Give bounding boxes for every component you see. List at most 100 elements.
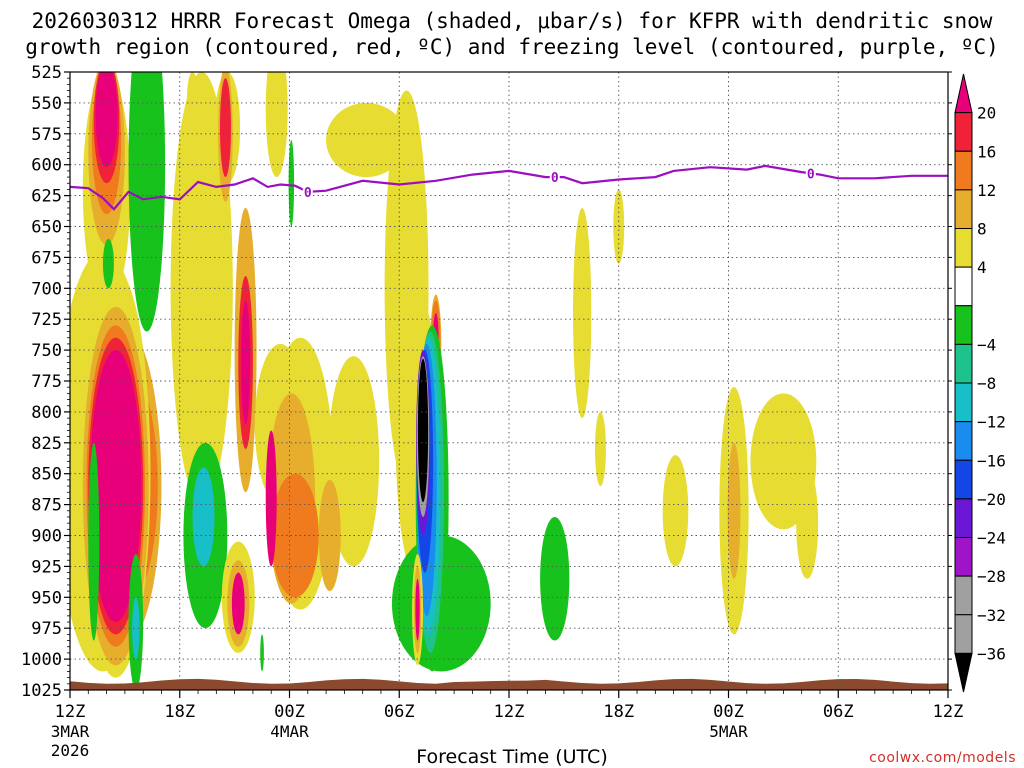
- y-tick-label: 750: [31, 341, 62, 361]
- y-tick-label: 875: [31, 496, 62, 516]
- omega-region-neg12: [132, 597, 140, 660]
- y-tick-label: 550: [31, 94, 62, 114]
- omega-region-neg4: [102, 238, 114, 289]
- y-tick-label: 650: [31, 218, 62, 238]
- colorbar-segment-neg12: [954, 382, 973, 423]
- y-tick-label: 625: [31, 187, 62, 207]
- omega-region-pos20: [265, 430, 277, 567]
- omega-region-neg4: [288, 139, 295, 227]
- chart-title-line-1: 2026030312 HRRR Forecast Omega (shaded, …: [31, 9, 993, 33]
- omega-region-pos4: [326, 102, 407, 178]
- colorbar-label: 12: [977, 181, 996, 200]
- x-tick-label: 12Z: [933, 702, 964, 722]
- y-tick-label: 1025: [21, 681, 62, 701]
- colorbar-segment-neutral: [954, 266, 973, 307]
- colorbar-label: −36: [977, 644, 1006, 663]
- y-tick-label: 725: [31, 310, 62, 330]
- freezing-level-line: [70, 164, 948, 211]
- colorbar-label: −24: [977, 529, 1006, 548]
- colorbar-segment-neg8: [954, 343, 973, 384]
- omega-region-neg4: [260, 634, 264, 672]
- omega-region-neg4: [128, 72, 166, 332]
- omega-region-pos4: [327, 356, 380, 567]
- x-tick-label: 12Z: [494, 702, 525, 722]
- x-tick-label: 06Z: [823, 702, 854, 722]
- freezing-level-label-bg: [549, 170, 560, 185]
- y-tick-label: 575: [31, 125, 62, 145]
- freezing-level-label: 0: [304, 186, 312, 201]
- y-tick-label: 975: [31, 619, 62, 639]
- omega-region-neg4: [540, 516, 570, 641]
- colorbar-segment-neg20: [954, 459, 973, 500]
- omega-region-pos12: [271, 473, 319, 598]
- colorbar-top-arrow: [954, 73, 973, 114]
- x-tick-label: 00Z: [274, 702, 305, 722]
- omega-region-pos4: [662, 455, 689, 567]
- x-tick-label: 06Z: [384, 702, 415, 722]
- colorbar-segment-pos16: [954, 112, 973, 152]
- y-tick-label: 1000: [21, 650, 62, 670]
- x-date-label: 4MAR: [270, 722, 309, 741]
- x-axis-title: Forecast Time (UTC): [416, 746, 608, 768]
- y-tick-label: 675: [31, 248, 62, 268]
- colorbar: 20 16 12 8 4 −4 −8 −12 −16 −20 −24 −28 −32 −36: [954, 73, 1006, 693]
- colorbar-label: −12: [977, 413, 1006, 432]
- y-tick-label: 925: [31, 557, 62, 577]
- omega-region-neg12: [192, 467, 215, 567]
- y-tick-label: 825: [31, 434, 62, 454]
- x-year-label: 2026: [51, 741, 90, 760]
- colorbar-segment-neg4: [954, 305, 973, 345]
- omega-region-pos20: [231, 572, 245, 635]
- colorbar-segment-neg24: [954, 498, 973, 538]
- x-tick-label: 12Z: [55, 702, 86, 722]
- omega-region-pos16: [219, 78, 231, 178]
- colorbar-segment-pos4: [954, 228, 973, 268]
- colorbar-label: −32: [977, 606, 1006, 625]
- omega-region-neg4: [88, 442, 100, 641]
- y-tick-label: 700: [31, 279, 62, 299]
- omega-shading: [70, 72, 819, 690]
- colorbar-label: 16: [977, 142, 996, 161]
- chart-title-line-2: growth region (contoured, red, ºC) and f…: [25, 35, 999, 59]
- omega-region-pos20: [241, 300, 251, 425]
- y-tick-label: 900: [31, 527, 62, 547]
- colorbar-label: 8: [977, 220, 987, 239]
- colorbar-segment-neg32: [954, 575, 973, 616]
- colorbar-segment-neg16: [954, 421, 973, 461]
- colorbar-segment-pos8: [954, 189, 973, 229]
- omega-region-pos4: [187, 72, 199, 122]
- colorbar-label: 4: [977, 258, 987, 277]
- colorbar-label: −20: [977, 490, 1006, 509]
- omega-region-pos20: [415, 578, 420, 641]
- x-tick-label: 00Z: [713, 702, 744, 722]
- colorbar-segment-neg32: [954, 614, 973, 654]
- freezing-level-label-bg: [805, 166, 816, 181]
- x-date-label: 3MAR: [51, 722, 90, 741]
- freezing-level-label: 0: [551, 171, 559, 186]
- x-tick-label: 18Z: [164, 702, 195, 722]
- colorbar-label: −8: [977, 374, 996, 393]
- y-tick-label: 800: [31, 403, 62, 423]
- omega-region-pos4: [796, 467, 819, 579]
- colorbar-label: −4: [977, 335, 996, 354]
- x-date-label: 5MAR: [709, 722, 748, 741]
- y-axis: 525 550 575 600 625 650 675 700 725 750 775 800 825 8…: [21, 63, 952, 701]
- omega-region-pos4: [573, 207, 592, 419]
- y-tick-label: 600: [31, 156, 62, 176]
- omega-region-pos8: [318, 479, 341, 592]
- colorbar-bottom-arrow: [954, 652, 973, 693]
- freezing-level-label-bg: [302, 184, 313, 199]
- colorbar-label: −16: [977, 451, 1006, 470]
- colorbar-segment-neg28: [954, 537, 973, 577]
- freezing-level-label: 0: [807, 167, 815, 182]
- omega-region-pos4: [265, 72, 288, 178]
- omega-region-pos20: [90, 350, 142, 623]
- colorbar-segment-pos12: [954, 150, 973, 191]
- colorbar-label: 20: [977, 104, 996, 123]
- colorbar-label: −28: [977, 567, 1006, 586]
- omega-region-pos20: [95, 72, 118, 168]
- omega-region-pos4: [594, 411, 606, 487]
- credit-text: coolwx.com/models: [869, 750, 1016, 766]
